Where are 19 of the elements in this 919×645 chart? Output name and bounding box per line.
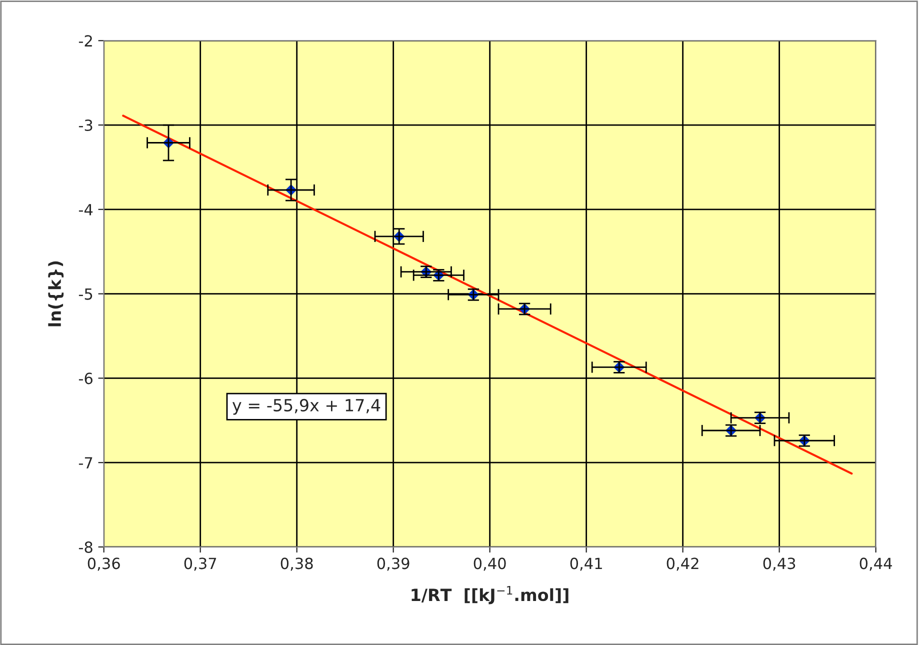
x-tick-label: 0,36 [88, 558, 120, 571]
y-tick-label: -3 [78, 119, 92, 132]
y-tick-label: -8 [78, 541, 92, 553]
y-tick-label: -5 [78, 288, 92, 300]
y-axis-title: ln({k}) [48, 261, 64, 326]
y-tick-label: -2 [78, 35, 92, 46]
x-tick-label: 0,40 [474, 558, 506, 571]
y-tick-label: -4 [78, 204, 93, 216]
x-tick-label: 0,42 [666, 558, 698, 571]
x-tick-label: 0,41 [570, 558, 602, 571]
x-axis-title: 1/RT [[kJ$^{−1}$.mol]] [412, 586, 568, 604]
x-tick-label: 0,38 [280, 558, 313, 571]
y-tick-label: -7 [78, 457, 92, 468]
x-tick-label: 0,37 [184, 558, 216, 571]
x-tick-label: 0,43 [763, 558, 796, 571]
x-tick-label: 0,39 [377, 558, 410, 571]
y-tick-label: -6 [78, 372, 92, 384]
annotation: y = -55,9x + 17,4 [232, 398, 380, 415]
x-tick-label: 0,44 [860, 558, 892, 571]
